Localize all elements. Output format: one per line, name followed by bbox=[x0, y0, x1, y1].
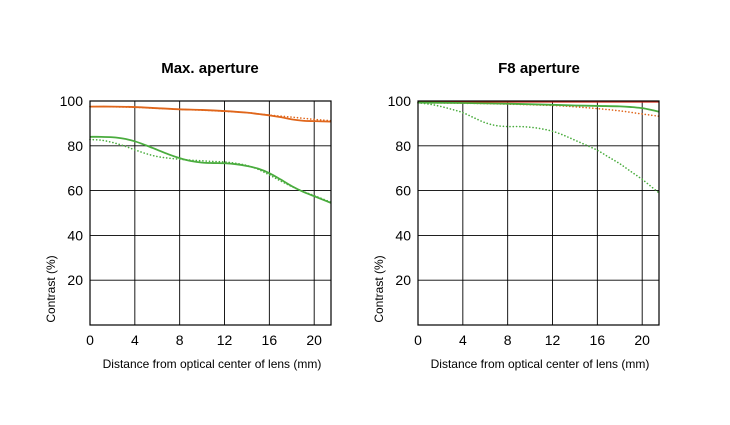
y-tick-label: 20 bbox=[67, 272, 83, 288]
x-tick-label: 8 bbox=[504, 332, 512, 348]
y-tick-label: 40 bbox=[395, 227, 411, 243]
grid bbox=[90, 101, 331, 325]
chart-f8-aperture: F8 aperture Contrast (%) Distance from o… bbox=[372, 60, 660, 371]
series-line-4-dotted bbox=[417, 101, 660, 194]
series-line-1-solid bbox=[89, 105, 332, 123]
series-line-3-solid bbox=[89, 135, 332, 204]
plot-frame bbox=[89, 100, 332, 326]
series-line-4-dotted bbox=[89, 138, 332, 204]
series-line-3-solid bbox=[417, 101, 660, 113]
y-tick-label: 40 bbox=[67, 227, 83, 243]
y-axis-label: Contrast (%) bbox=[372, 255, 386, 322]
x-tick-label: 4 bbox=[131, 332, 139, 348]
series-group bbox=[417, 100, 660, 194]
chart-title: Max. aperture bbox=[161, 60, 259, 77]
y-tick-label: 20 bbox=[395, 272, 411, 288]
x-tick-label: 0 bbox=[86, 332, 94, 348]
chart-title: F8 aperture bbox=[498, 60, 580, 77]
plot-frame bbox=[417, 100, 660, 326]
x-tick-label: 12 bbox=[545, 332, 561, 348]
x-axis-label: Distance from optical center of lens (mm… bbox=[431, 357, 650, 371]
grid bbox=[418, 101, 659, 325]
x-tick-label: 12 bbox=[217, 332, 233, 348]
x-tick-label: 0 bbox=[414, 332, 422, 348]
y-tick-label: 80 bbox=[67, 138, 83, 154]
series-group bbox=[89, 105, 332, 204]
y-tick-label: 100 bbox=[60, 93, 84, 109]
y-tick-label: 60 bbox=[395, 183, 411, 199]
tick-labels: 0 4 8 12 16 20 20 40 60 80 100 bbox=[388, 93, 651, 348]
x-tick-label: 8 bbox=[176, 332, 184, 348]
tick-labels: 0 4 8 12 16 20 20 40 60 80 100 bbox=[60, 93, 323, 348]
y-axis-label: Contrast (%) bbox=[44, 255, 58, 322]
x-tick-label: 20 bbox=[306, 332, 322, 348]
y-tick-label: 60 bbox=[67, 183, 83, 199]
y-tick-label: 80 bbox=[395, 138, 411, 154]
x-tick-label: 16 bbox=[262, 332, 278, 348]
x-axis-label: Distance from optical center of lens (mm… bbox=[103, 357, 322, 371]
series-line-2-dotted bbox=[89, 105, 332, 122]
y-tick-label: 100 bbox=[388, 93, 412, 109]
x-tick-label: 20 bbox=[634, 332, 650, 348]
x-tick-label: 4 bbox=[459, 332, 467, 348]
x-tick-label: 16 bbox=[590, 332, 606, 348]
chart-max-aperture: Max. aperture Contrast (%) Distance from… bbox=[44, 60, 332, 371]
series-line-2-dotted bbox=[417, 101, 660, 118]
